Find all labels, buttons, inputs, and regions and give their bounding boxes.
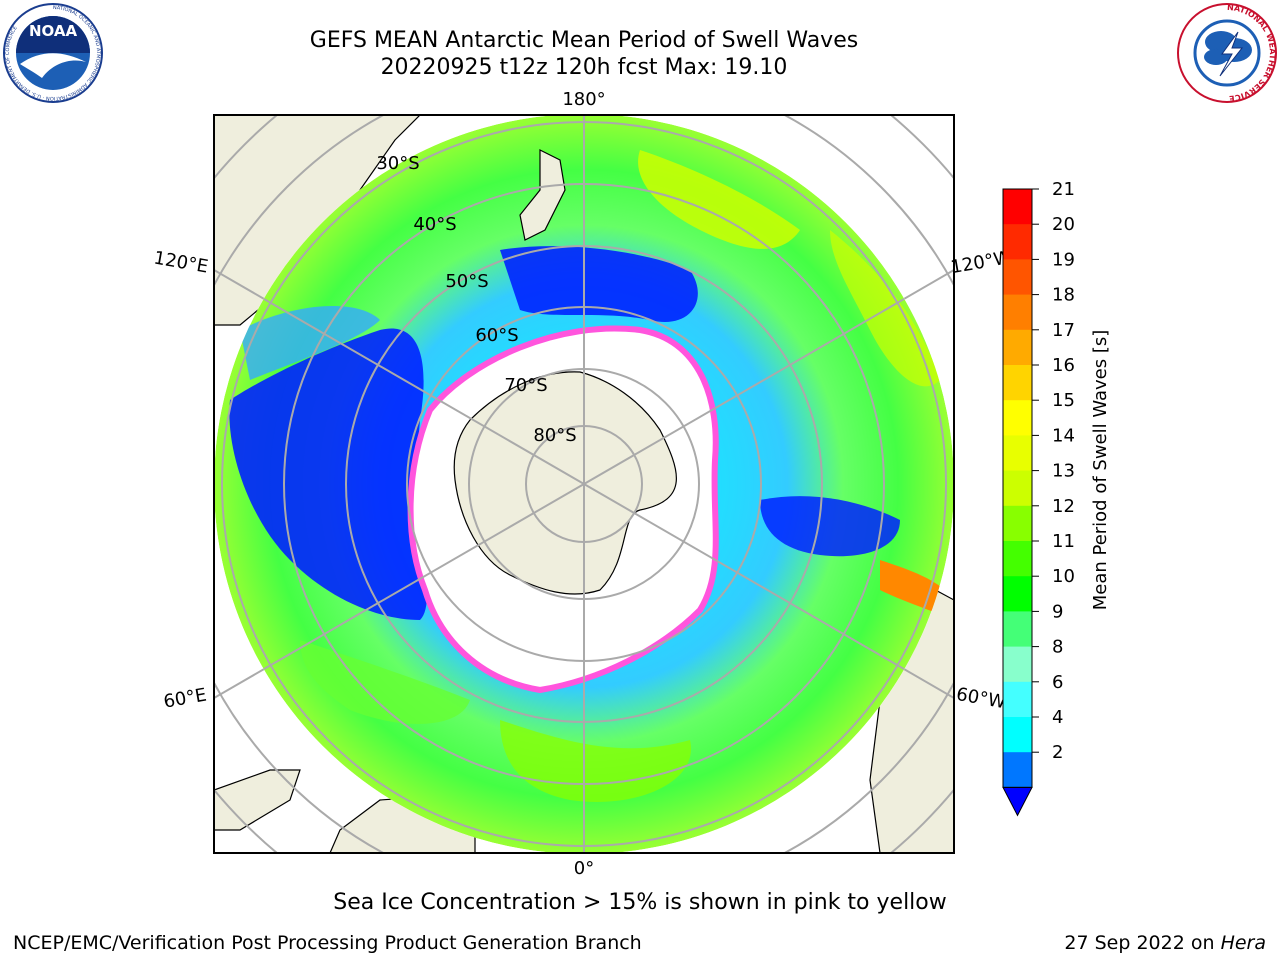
lat-label-60s: 60°S: [475, 325, 518, 346]
colorbar-band: [1003, 717, 1032, 753]
noaa-logo-text: NOAA: [29, 22, 78, 40]
colorbar-tick-label: 12: [1052, 496, 1075, 517]
colorbar-extend-triangle: [1002, 786, 1033, 817]
colorbar-tick-label: 10: [1052, 566, 1075, 587]
colorbar-band: [1003, 294, 1032, 331]
lat-label-70s: 70°S: [504, 375, 547, 396]
colorbar-tick-label: 11: [1052, 531, 1075, 552]
colorbar-tick-label: 21: [1052, 179, 1075, 200]
colorbar-tick-label: 8: [1052, 637, 1063, 658]
colorbar-tick-label: 18: [1052, 285, 1075, 306]
lon-label-180: 180°: [562, 89, 605, 110]
colorbar-band: [1003, 435, 1032, 472]
colorbar-band: [1003, 400, 1032, 436]
colorbar-title: Mean Period of Swell Waves [s]: [1090, 330, 1111, 611]
colorbar-tick-label: 14: [1052, 425, 1075, 446]
colorbar-tick-label: 19: [1052, 249, 1075, 270]
lat-label-40s: 40°S: [413, 214, 456, 235]
colorbar-band: [1003, 329, 1032, 366]
colorbar-tick-label: 4: [1052, 707, 1063, 728]
sea-ice-caption: Sea Ice Concentration > 15% is shown in …: [333, 890, 947, 915]
footer-credit: NCEP/EMC/Verification Post Processing Pr…: [13, 932, 642, 954]
colorbar: 21 20 19 18 17 16 15 14 13 12 11 10 9 8 6 4 2: [1002, 179, 1075, 817]
lon-label-60e: 60°E: [162, 684, 208, 712]
lon-label-120e: 120°E: [152, 247, 210, 277]
colorbar-band: [1003, 365, 1032, 401]
map-frame: [213, 114, 955, 854]
colorbar-tick-label: 15: [1052, 390, 1075, 411]
colorbar-tick-label: 17: [1052, 320, 1075, 341]
colorbar-band: [1003, 541, 1032, 577]
colorbar-tick-label: 2: [1052, 742, 1063, 763]
colorbar-tick-label: 9: [1052, 601, 1063, 622]
ocean-disc: [214, 114, 954, 854]
noaa-logo: NOAA NATIONAL OCEANIC AND ATMOSPHERIC AD…: [3, 3, 103, 103]
footer-host: Hera: [1220, 932, 1266, 954]
lat-label-30s: 30°S: [376, 153, 419, 174]
footer-date: 27 Sep 2022 on Hera: [1064, 932, 1266, 954]
colorbar-band: [1003, 259, 1032, 296]
colorbar-band: [1003, 611, 1032, 648]
colorbar-band: [1003, 505, 1032, 542]
graticule: [221, 114, 947, 854]
lat-label-80s: 80°S: [533, 425, 576, 446]
map-subtitle: 20220925 t12z 120h fcst Max: 19.10: [380, 55, 788, 80]
colorbar-tick-label: 13: [1052, 461, 1075, 482]
colorbar-tick-label: 16: [1052, 355, 1075, 376]
colorbar-band: [1003, 224, 1032, 260]
map-title: GEFS MEAN Antarctic Mean Period of Swell…: [309, 28, 859, 53]
lon-label-0: 0°: [574, 858, 594, 879]
colorbar-band: [1003, 681, 1032, 718]
colorbar-band: [1003, 189, 1032, 225]
colorbar-frame: [1002, 188, 1033, 788]
colorbar-tick-label: 20: [1052, 214, 1075, 235]
colorbar-band: [1003, 470, 1032, 507]
lon-label-60w: 60°W: [955, 684, 1008, 713]
colorbar-band: [1003, 576, 1032, 612]
nws-logo: NATIONAL WEATHER SERVICE: [1177, 3, 1277, 103]
lat-label-50s: 50°S: [445, 271, 488, 292]
footer-date-text: 27 Sep 2022 on: [1064, 932, 1221, 954]
colorbar-band: [1003, 752, 1032, 788]
colorbar-tick-label: 6: [1052, 672, 1063, 693]
colorbar-band: [1003, 646, 1032, 683]
